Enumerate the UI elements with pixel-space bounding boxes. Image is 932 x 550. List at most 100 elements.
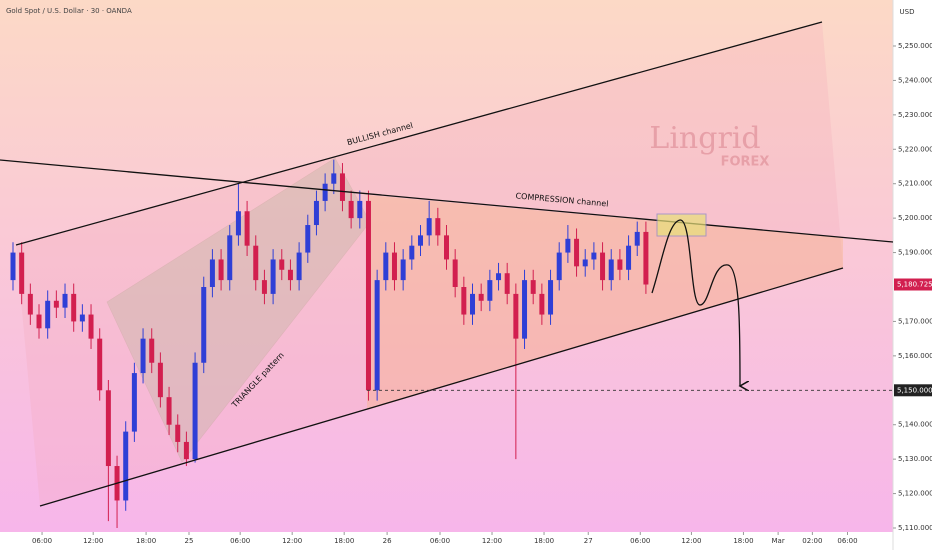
candle-body <box>643 231 649 285</box>
candle-body <box>556 252 562 281</box>
candle-body <box>36 314 42 329</box>
last-price-label: 5,180.725 <box>897 281 932 289</box>
candle-body <box>600 252 606 281</box>
x-tick-label: 06:00 <box>32 537 52 545</box>
candle-body <box>582 259 588 267</box>
candle-body <box>235 211 241 236</box>
candle-body <box>53 300 59 308</box>
candle-body <box>175 424 181 442</box>
candle-body <box>140 338 146 374</box>
compression-line <box>0 159 894 243</box>
x-tick-label: Mar <box>772 537 785 545</box>
x-tick-label: 18:00 <box>534 537 554 545</box>
candle-body <box>331 173 337 184</box>
candle-body <box>88 314 94 339</box>
candle-body <box>131 373 137 432</box>
candle-body <box>626 245 632 270</box>
candle-body <box>183 441 189 460</box>
x-tick-label: 18:00 <box>334 537 354 545</box>
x-tick-label: 12:00 <box>482 537 502 545</box>
price-axis <box>893 0 932 550</box>
candle-body <box>201 287 207 363</box>
target-label-box <box>894 384 932 397</box>
candle-body <box>192 362 198 460</box>
candle-body <box>45 300 51 329</box>
candle-body <box>270 259 276 294</box>
candle-body <box>391 252 397 281</box>
candle-body <box>357 200 363 219</box>
candle-body <box>261 280 267 294</box>
x-tick-label: 18:00 <box>733 537 753 545</box>
candle-body <box>565 238 571 253</box>
candle-body <box>157 362 163 398</box>
y-tick-label: 5,240.000 <box>898 76 932 84</box>
candle-body <box>574 238 580 267</box>
candle-body <box>513 293 519 339</box>
bullish-channel-area <box>16 22 843 506</box>
candle-body <box>417 235 423 246</box>
candle-body <box>97 338 103 391</box>
candle-body <box>522 280 528 339</box>
candle-body <box>452 259 458 288</box>
candle-body <box>218 259 224 281</box>
y-tick-label: 5,120.000 <box>898 490 932 498</box>
projection-arrow <box>651 219 740 386</box>
target-label: 5,150.000 <box>897 386 932 394</box>
y-tick-label: 5,130.000 <box>898 455 932 463</box>
candle-body <box>105 390 111 467</box>
candle-body <box>305 225 311 253</box>
candle-body <box>227 235 233 281</box>
candle-body <box>504 273 510 294</box>
y-tick-label: 5,250.000 <box>898 42 932 50</box>
candle-body <box>617 259 623 270</box>
candle-body <box>444 235 449 260</box>
candle-body <box>608 259 614 281</box>
candle-body <box>79 314 85 322</box>
candle-body <box>426 218 432 236</box>
candle-body <box>10 252 16 281</box>
candle-body <box>591 252 597 260</box>
x-tick-label: 27 <box>584 537 593 545</box>
candle-body <box>435 218 441 236</box>
candle-body <box>470 293 476 315</box>
candle-body <box>19 252 25 294</box>
candle-body <box>496 273 502 281</box>
y-tick-label: 5,190.000 <box>898 249 932 257</box>
x-tick-label: 12:00 <box>83 537 103 545</box>
x-tick-label: 18:00 <box>136 537 156 545</box>
candle-body <box>539 293 545 315</box>
x-tick-label: 06:00 <box>837 537 857 545</box>
candle-body <box>530 280 536 294</box>
chart-title: Gold Spot / U.S. Dollar · 30 · OANDA <box>6 7 132 15</box>
y-tick-label: 5,160.000 <box>898 352 932 360</box>
y-tick-label: 5,210.000 <box>898 180 932 188</box>
candle-body <box>166 397 172 425</box>
candle-body <box>27 293 33 315</box>
candle-body <box>322 183 328 201</box>
candle-body <box>548 280 554 315</box>
candle-body <box>478 293 484 301</box>
time-axis <box>0 532 893 550</box>
candle-body <box>123 431 129 501</box>
x-tick-label: 02:00 <box>802 537 822 545</box>
resistance-zone <box>656 213 707 237</box>
candle-body <box>365 200 371 391</box>
candle-body <box>149 338 155 363</box>
candle-body <box>253 245 259 281</box>
candle-body <box>279 259 285 270</box>
candle-body <box>244 211 250 246</box>
channel-upper-line <box>15 21 823 246</box>
candle-body <box>313 200 319 226</box>
x-tick-label: 12:00 <box>681 537 701 545</box>
watermark-brand: Lingrid <box>649 121 760 156</box>
y-tick-label: 5,170.000 <box>898 317 932 325</box>
currency: USD <box>900 8 915 16</box>
y-tick-label: 5,140.000 <box>898 421 932 429</box>
candle-body <box>400 259 406 281</box>
y-tick-label: 5,200.000 <box>898 214 932 222</box>
candle-body <box>296 252 302 281</box>
candle-body <box>409 245 415 260</box>
y-tick-label: 5,220.000 <box>898 145 932 153</box>
x-tick-label: 06:00 <box>630 537 650 545</box>
candle-body <box>634 231 640 246</box>
